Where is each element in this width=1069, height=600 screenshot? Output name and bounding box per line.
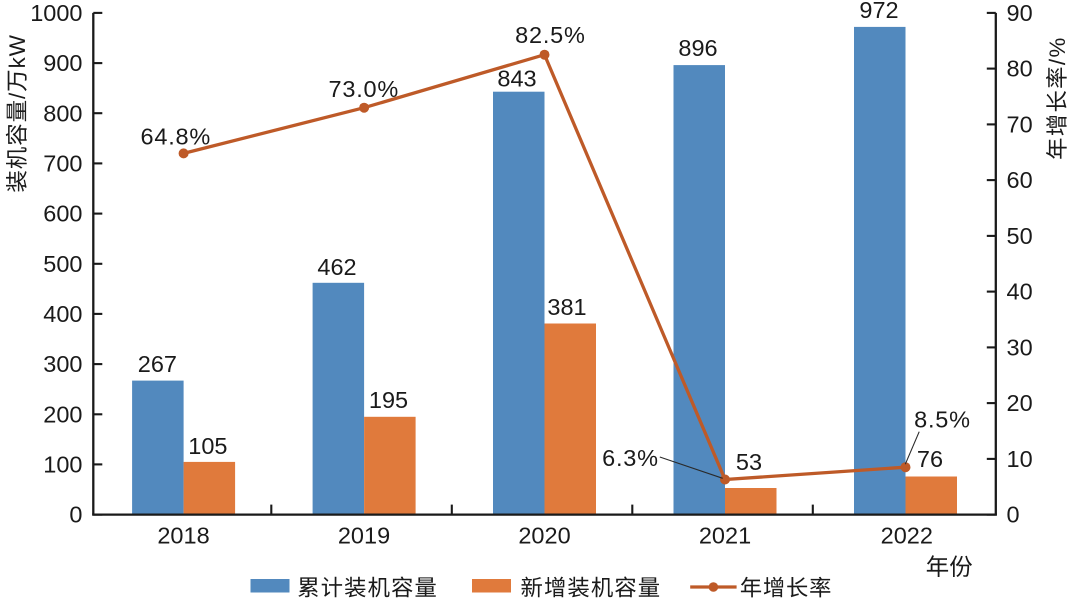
- svg-text:80: 80: [1007, 56, 1033, 82]
- svg-text:8.5%: 8.5%: [914, 407, 971, 433]
- svg-text:76: 76: [917, 446, 943, 472]
- svg-text:600: 600: [43, 201, 82, 227]
- svg-text:267: 267: [138, 351, 177, 377]
- svg-text:20: 20: [1007, 390, 1033, 416]
- svg-text:30: 30: [1007, 335, 1033, 361]
- svg-text:300: 300: [43, 351, 82, 377]
- svg-text:60: 60: [1007, 167, 1033, 193]
- svg-text:6.3%: 6.3%: [602, 445, 659, 471]
- svg-text:100: 100: [43, 452, 82, 478]
- svg-text:200: 200: [43, 401, 82, 427]
- svg-text:50: 50: [1007, 223, 1033, 249]
- svg-text:0: 0: [69, 502, 82, 528]
- svg-text:70: 70: [1007, 112, 1033, 138]
- svg-text:700: 700: [43, 151, 82, 177]
- svg-text:2021: 2021: [699, 523, 751, 549]
- svg-text:462: 462: [317, 254, 356, 280]
- svg-text:1000: 1000: [30, 0, 82, 26]
- svg-text:64.8%: 64.8%: [140, 123, 211, 149]
- svg-text:843: 843: [497, 66, 536, 92]
- svg-text:195: 195: [369, 387, 408, 413]
- svg-text:53: 53: [736, 449, 762, 475]
- svg-text:2022: 2022: [881, 523, 933, 549]
- svg-text:2018: 2018: [157, 523, 209, 549]
- svg-text:0: 0: [1007, 502, 1020, 528]
- svg-text:900: 900: [43, 50, 82, 76]
- svg-text:972: 972: [859, 0, 898, 23]
- svg-text:2019: 2019: [338, 523, 390, 549]
- svg-text:400: 400: [43, 301, 82, 327]
- svg-text:73.0%: 73.0%: [328, 76, 399, 102]
- svg-text:82.5%: 82.5%: [515, 22, 586, 48]
- svg-text:105: 105: [188, 433, 227, 459]
- svg-text:500: 500: [43, 251, 82, 277]
- svg-text:10: 10: [1007, 446, 1033, 472]
- svg-text:40: 40: [1007, 279, 1033, 305]
- svg-text:896: 896: [678, 35, 717, 61]
- svg-text:90: 90: [1007, 0, 1033, 26]
- svg-text:381: 381: [547, 294, 586, 320]
- svg-text:2020: 2020: [518, 523, 570, 549]
- svg-text:800: 800: [43, 100, 82, 126]
